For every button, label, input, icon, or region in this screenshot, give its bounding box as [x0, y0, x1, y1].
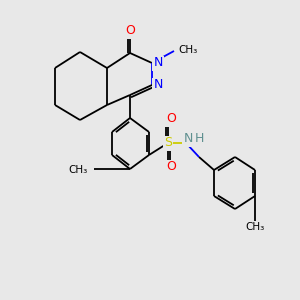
Text: O: O	[166, 112, 176, 125]
Text: N: N	[153, 79, 163, 92]
Text: N: N	[183, 133, 193, 146]
Text: S: S	[164, 136, 172, 149]
Text: O: O	[125, 25, 135, 38]
Text: N: N	[153, 56, 163, 70]
Text: CH₃: CH₃	[69, 165, 88, 175]
Text: O: O	[166, 160, 176, 173]
Text: CH₃: CH₃	[178, 45, 197, 55]
Text: H: H	[194, 133, 204, 146]
Text: CH₃: CH₃	[245, 222, 265, 232]
